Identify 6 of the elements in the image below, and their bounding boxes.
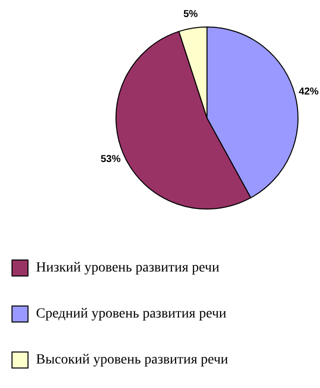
data-label: 53% [100, 154, 121, 166]
data-label: 5% [183, 8, 198, 20]
legend-label: Низкий уровень развития речи [36, 260, 220, 276]
legend-label: Средний уровень развития речи [36, 306, 227, 322]
legend-label: Высокий уровень развития речи [36, 352, 229, 368]
data-label: 42% [298, 86, 319, 98]
